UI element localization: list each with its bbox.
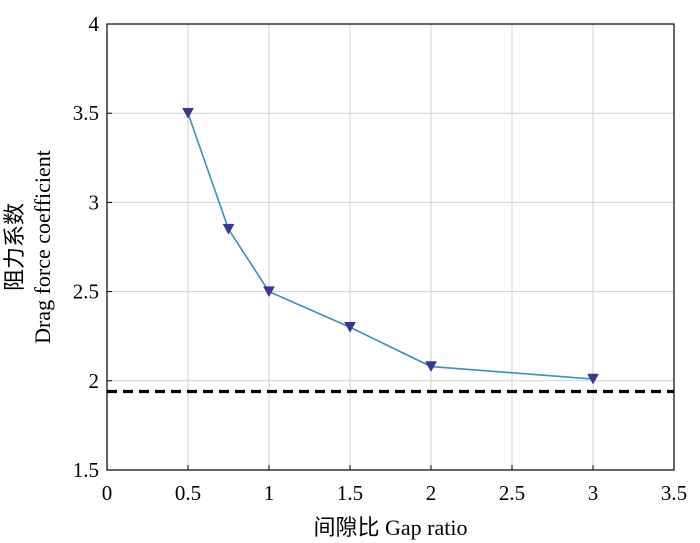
- data-point-3: [344, 322, 356, 333]
- y-tick-label-0: 1.5: [73, 458, 99, 482]
- data-point-1: [222, 223, 235, 235]
- y-tick-labels: 1.5 2 2.5 3 3.5 4: [73, 12, 112, 482]
- y-axis-label-line1: 阻力系数: [2, 203, 27, 291]
- y-axis-label-line2: Drag force coefficient: [30, 150, 55, 344]
- x-tick-label-6: 3: [588, 481, 599, 505]
- grid: [107, 24, 674, 470]
- x-tick-labels: 0 0.5 1 1.5 2 2.5 3 3.5: [102, 465, 687, 505]
- data-point-2: [263, 286, 275, 298]
- x-tick-label-3: 1.5: [337, 481, 363, 505]
- x-tick-label-5: 2.5: [499, 481, 525, 505]
- y-tick-label-5: 4: [89, 12, 100, 36]
- y-tick-label-2: 2.5: [73, 280, 99, 304]
- y-tick-label-1: 2: [89, 369, 100, 393]
- plot-frame: [106, 23, 675, 471]
- x-tick-label-0: 0: [102, 481, 113, 505]
- data-point-4: [425, 361, 437, 373]
- x-tick-label-7: 3.5: [661, 481, 687, 505]
- y-tick-label-4: 3.5: [73, 101, 99, 125]
- data-point-5: [587, 373, 599, 385]
- x-tick-label-2: 1: [264, 481, 275, 505]
- x-tick-label-1: 0.5: [175, 481, 201, 505]
- series-line-0: [187, 112, 594, 380]
- data-point-0: [182, 107, 194, 119]
- x-axis-label: 间隙比 Gap ratio: [314, 515, 468, 540]
- y-tick-label-3: 3: [89, 190, 100, 214]
- x-tick-label-4: 2: [426, 481, 437, 505]
- series-group: [182, 107, 599, 385]
